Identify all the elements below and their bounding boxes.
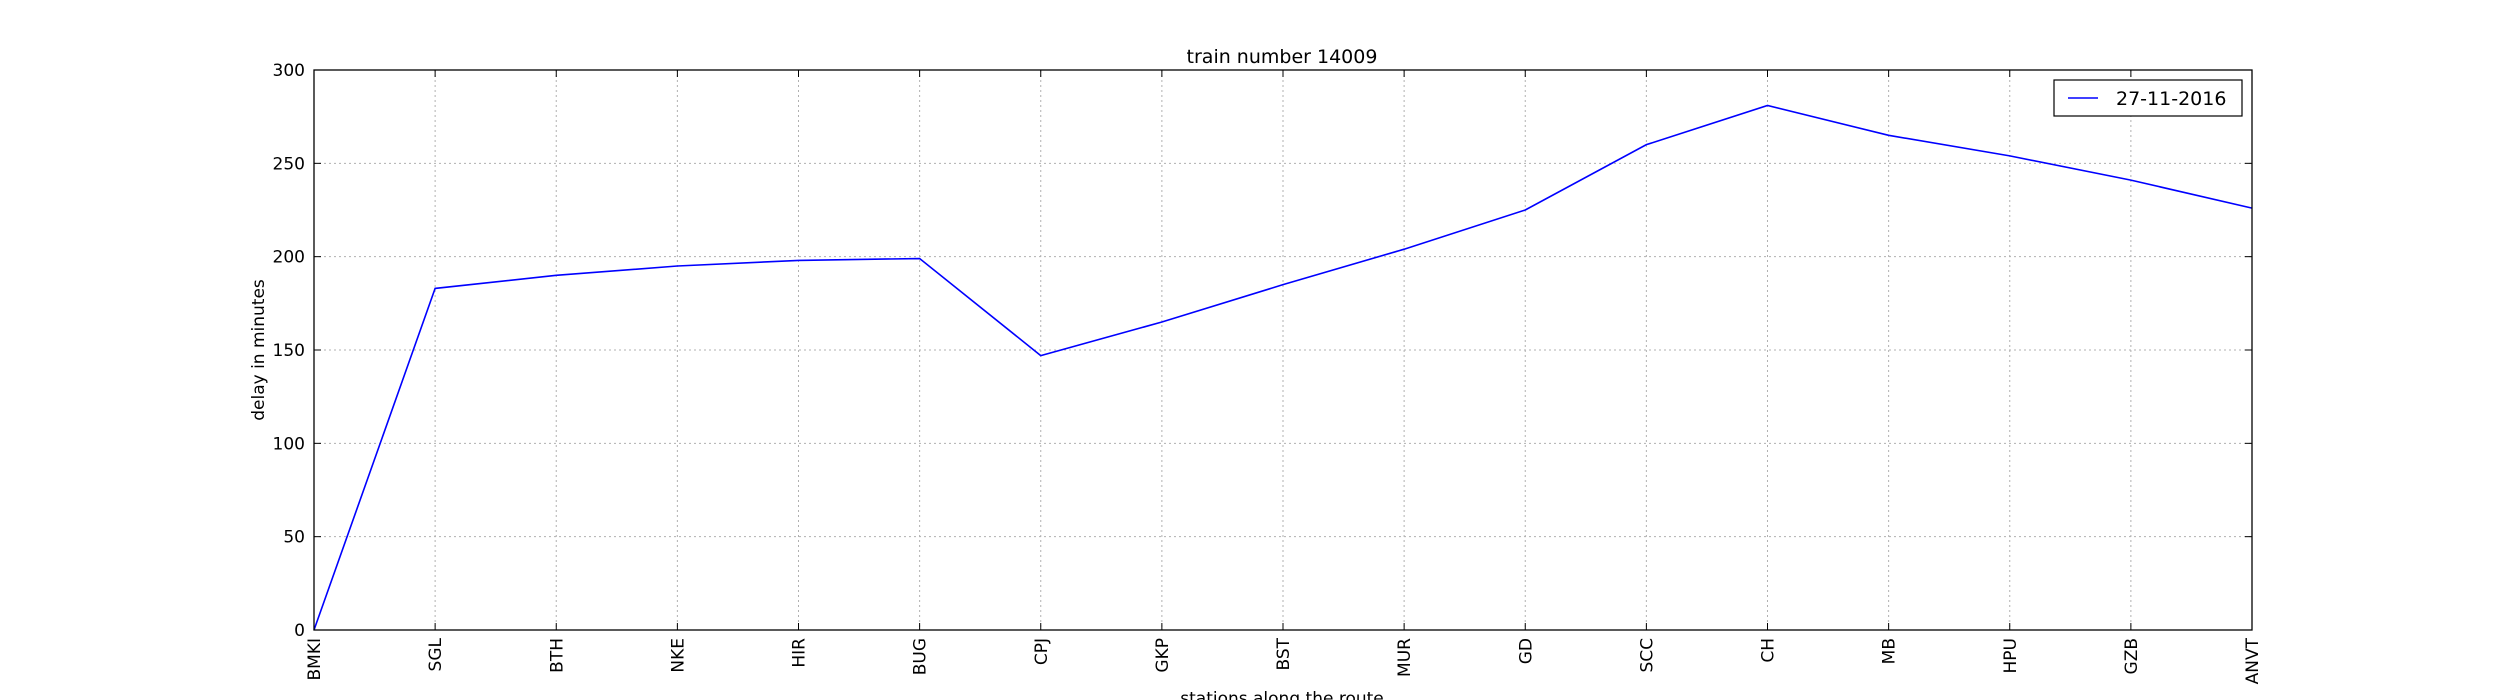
y-tick-label: 150 [273, 341, 305, 361]
x-tick-label: CPJ [1032, 638, 1052, 665]
x-tick-label: BTH [547, 638, 567, 673]
y-tick-label: 0 [294, 621, 305, 641]
y-tick-label: 250 [273, 154, 305, 174]
y-tick-label: 200 [273, 248, 305, 268]
x-tick-label: MB [1880, 638, 1900, 664]
y-axis-ticks: 0 50 100 150 200 250 300 [273, 61, 2252, 641]
x-tick-label: SCC [1637, 638, 1657, 673]
legend: 27-11-2016 [2053, 79, 2243, 117]
legend-entry-label: 27-11-2016 [2116, 88, 2226, 110]
series-layer [313, 104, 2253, 631]
x-tick-label: SGL [426, 637, 446, 671]
x-tick-label: BST [1274, 637, 1294, 670]
x-tick-label: HIR [790, 638, 810, 668]
x-tick-label: GZB [2122, 638, 2142, 674]
x-tick-label: GD [1516, 638, 1536, 664]
x-tick-label: GKP [1153, 638, 1173, 673]
x-tick-label: NKE [668, 638, 688, 673]
y-tick-label: 100 [273, 434, 305, 454]
x-axis-ticks: BMKI SGL BTH NKE HIR BUG CPJ GKP BST MUR GD SCC CH MB… [305, 70, 2263, 684]
x-tick-label: BUG [911, 638, 931, 675]
x-tick-label: CH [1759, 638, 1779, 663]
series-line [313, 104, 2253, 631]
y-axis-label: delay in minutes [249, 279, 269, 421]
x-tick-label: ANVT [2243, 637, 2263, 684]
y-tick-label: 50 [283, 528, 305, 548]
x-tick-label: MUR [1395, 638, 1415, 677]
x-axis-label: stations along the route [1180, 689, 1384, 700]
x-tick-label: HPU [2001, 638, 2021, 673]
chart-title: train number 14009 [1187, 46, 1378, 68]
x-tick-label: BMKI [305, 638, 325, 681]
y-tick-label: 300 [273, 61, 305, 81]
grid-lines [314, 70, 2252, 630]
